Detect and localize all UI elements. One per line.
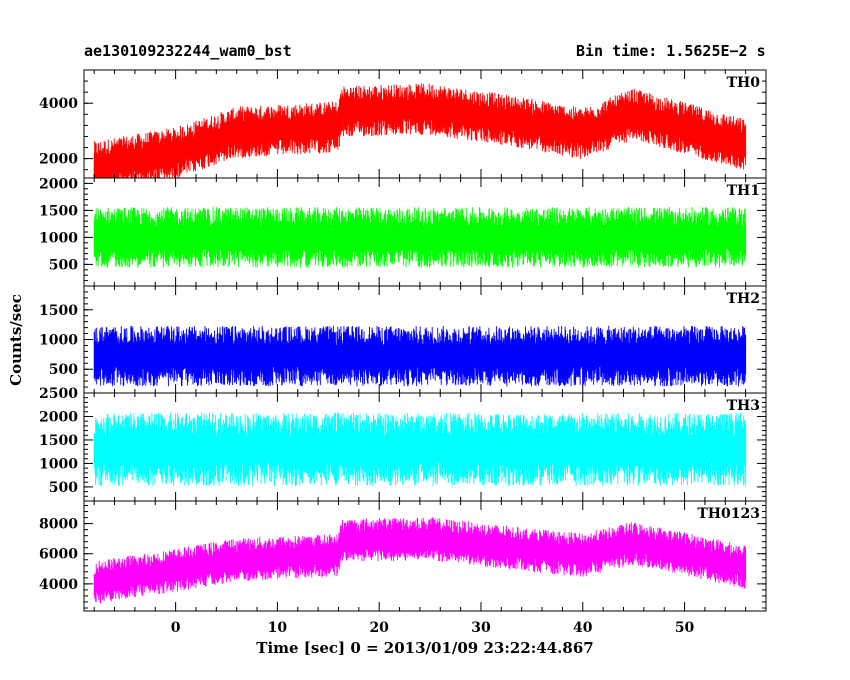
y-tick-label: 500 (49, 257, 78, 273)
y-tick-label: 500 (49, 480, 78, 496)
series-th1 (93, 207, 747, 268)
y-tick-label: 1000 (39, 456, 78, 472)
y-axis-label: Counts/sec (7, 294, 25, 386)
x-tick-label: 10 (268, 620, 288, 636)
x-tick-label: 20 (369, 620, 389, 636)
y-tick-label: 2000 (39, 152, 78, 168)
series-th3 (93, 412, 747, 487)
y-tick-label: 500 (49, 362, 78, 378)
y-tick-label: 2500 (39, 386, 78, 402)
bin-time-label: Bin time: 1.5625E−2 s (576, 42, 766, 60)
x-tick-label: 0 (171, 620, 181, 636)
y-tick-label: 1500 (39, 203, 78, 219)
y-tick-label: 8000 (39, 517, 78, 533)
y-tick-label: 4000 (39, 96, 78, 112)
y-tick-label: 2000 (39, 409, 78, 425)
y-tick-label: 1500 (39, 433, 78, 449)
panel-label-th2: TH2 (727, 291, 760, 307)
chart-title: ae130109232244_wam0_bst (84, 42, 292, 60)
panel-frame-th0123 (83, 500, 767, 612)
x-tick-label: 50 (675, 620, 695, 636)
panel-label-th3: TH3 (727, 398, 760, 414)
y-tick-label: 1000 (39, 230, 78, 246)
y-tick-label: 6000 (39, 547, 78, 563)
panel-label-th1: TH1 (727, 183, 760, 199)
series-th0 (93, 83, 747, 179)
y-tick-label: 2000 (39, 176, 78, 192)
panel-label-th0: TH0 (727, 75, 761, 91)
y-tick-label: 1500 (39, 303, 78, 319)
panel-label-th0123: TH0123 (697, 506, 760, 522)
y-tick-label: 4000 (39, 577, 78, 593)
x-axis-label: Time [sec] 0 = 2013/01/09 23:22:44.867 (256, 639, 594, 657)
series-th2 (93, 325, 747, 387)
x-tick-label: 40 (573, 620, 593, 636)
x-tick-label: 30 (471, 620, 491, 636)
series-th0123 (93, 517, 747, 604)
y-tick-label: 1000 (39, 333, 78, 349)
